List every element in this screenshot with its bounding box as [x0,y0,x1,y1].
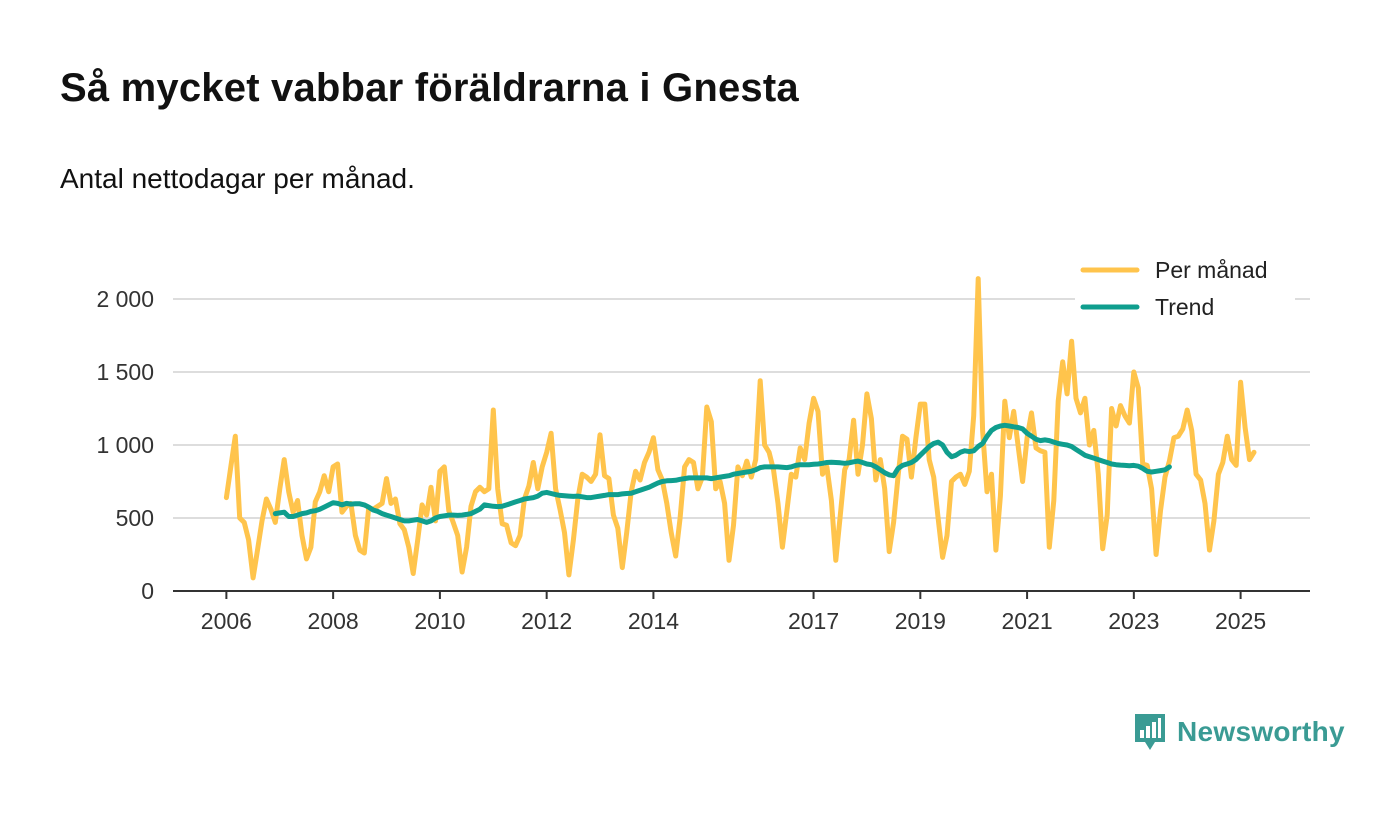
y-axis-ticks: 0 500 1 000 1 500 2 000 [96,286,154,604]
legend-label-per-manad: Per månad [1155,257,1268,283]
legend-background [1075,250,1295,332]
y-tick-label: 500 [116,505,154,531]
x-tick-label: 2019 [895,608,946,634]
legend: Per månad Trend [1075,250,1295,332]
brand-name: Newsworthy [1177,716,1345,747]
series-line-trend [272,422,1172,525]
x-tick-label: 2008 [308,608,359,634]
newsworthy-brand[interactable]: Newsworthy [1133,712,1345,752]
y-tick-label: 1 000 [96,432,154,458]
x-tick-label: 2023 [1108,608,1159,634]
y-tick-label: 2 000 [96,286,154,312]
x-tick-label: 2012 [521,608,572,634]
y-tick-label: 0 [141,578,154,604]
x-tick-label: 2006 [201,608,252,634]
line-chart: 0 500 1 000 1 500 2 000 2006 2008 2010 2012 2014… [96,250,1310,634]
x-axis-ticks: 2006 2008 2010 2012 2014 2017 2019 2021 2023 2025 [201,591,1266,634]
x-tick-label: 2021 [1001,608,1052,634]
x-tick-label: 2014 [628,608,679,634]
x-tick-label: 2017 [788,608,839,634]
x-tick-label: 2025 [1215,608,1266,634]
newsworthy-logo-icon [1135,714,1165,750]
y-tick-label: 1 500 [96,359,154,385]
chart-title: Så mycket vabbar föräldrarna i Gnesta [60,66,799,110]
series-layer [223,276,1257,581]
x-tick-label: 2010 [414,608,465,634]
chart-subtitle: Antal nettodagar per månad. [60,163,415,194]
legend-label-trend: Trend [1155,294,1214,320]
